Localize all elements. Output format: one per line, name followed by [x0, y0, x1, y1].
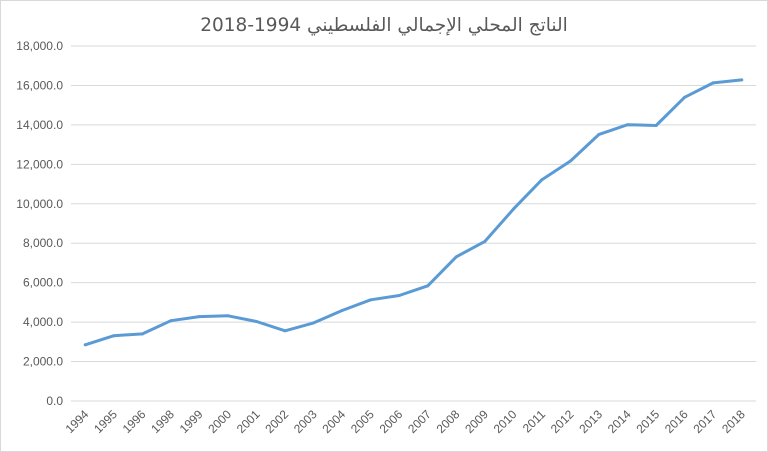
data-point — [283, 329, 287, 333]
y-tick-label: 0.0 — [46, 394, 63, 408]
x-tick-label: 2014 — [605, 407, 634, 436]
x-tick-label: 1995 — [91, 407, 120, 436]
x-tick-label: 2004 — [319, 407, 348, 436]
data-point — [312, 321, 316, 325]
x-tick-label: 2015 — [633, 407, 662, 436]
data-point — [83, 343, 87, 347]
data-point — [626, 123, 630, 127]
x-tick-label: 2005 — [348, 407, 377, 436]
data-point — [711, 81, 715, 85]
x-tick-label: 2011 — [520, 407, 548, 435]
x-tick-label: 2010 — [491, 407, 520, 436]
x-tick-label: 1994 — [63, 407, 92, 436]
data-point — [397, 293, 401, 297]
y-tick-label: 10,000.0 — [16, 197, 63, 211]
x-tick-label: 2006 — [377, 407, 406, 436]
y-tick-label: 14,000.0 — [16, 118, 63, 132]
x-tick-label: 2016 — [662, 407, 691, 436]
data-point — [597, 132, 601, 136]
x-tick-label: 2003 — [291, 407, 320, 436]
data-point — [454, 255, 458, 259]
data-point — [112, 334, 116, 338]
gridlines — [71, 45, 756, 402]
x-tick-label: 1996 — [120, 407, 149, 436]
x-tick-label: 2013 — [576, 407, 605, 436]
x-tick-label: 2018 — [719, 407, 748, 436]
data-point — [568, 159, 572, 163]
x-tick-label: 2017 — [691, 407, 720, 436]
data-point — [197, 315, 201, 319]
data-point — [740, 78, 744, 82]
data-point — [226, 314, 230, 318]
x-tick-label: 2007 — [405, 407, 434, 436]
y-tick-label: 4,000.0 — [23, 315, 63, 329]
x-tick-label: 2000 — [205, 407, 234, 436]
data-point — [169, 319, 173, 323]
data-point — [140, 332, 144, 336]
data-point — [426, 284, 430, 288]
data-point — [340, 308, 344, 312]
chart-title: الناتج المحلي الإجمالي الفلسطيني 1994-20… — [200, 15, 568, 36]
x-tick-label: 2002 — [262, 407, 291, 436]
y-axis-tick-labels: 0.0 2,000.0 4,000.0 6,000.0 8,000.0 10,000.0 1… — [16, 39, 63, 408]
x-tick-label: 2009 — [462, 407, 491, 436]
data-point — [540, 178, 544, 182]
y-tick-label: 6,000.0 — [23, 276, 63, 290]
x-tick-label: 2012 — [548, 407, 577, 436]
data-point — [654, 123, 658, 127]
series-layer — [83, 78, 744, 347]
x-tick-label: 1998 — [148, 407, 177, 436]
y-tick-label: 2,000.0 — [23, 355, 63, 369]
data-point — [483, 239, 487, 243]
y-tick-label: 12,000.0 — [16, 157, 63, 171]
data-point — [683, 95, 687, 99]
y-tick-label: 16,000.0 — [16, 78, 63, 92]
data-point — [369, 298, 373, 302]
x-tick-label: 2008 — [434, 407, 463, 436]
data-point — [255, 320, 259, 324]
data-point — [511, 207, 515, 211]
series-line — [83, 78, 744, 347]
y-tick-label: 18,000.0 — [16, 39, 63, 53]
y-tick-label: 8,000.0 — [23, 236, 63, 250]
x-axis-tick-labels: 1994 1995 1996 1998 1999 2000 2001 2002 2003 2004… — [63, 407, 748, 436]
x-tick-label: 2001 — [234, 407, 263, 436]
x-tick-label: 1999 — [177, 407, 206, 436]
